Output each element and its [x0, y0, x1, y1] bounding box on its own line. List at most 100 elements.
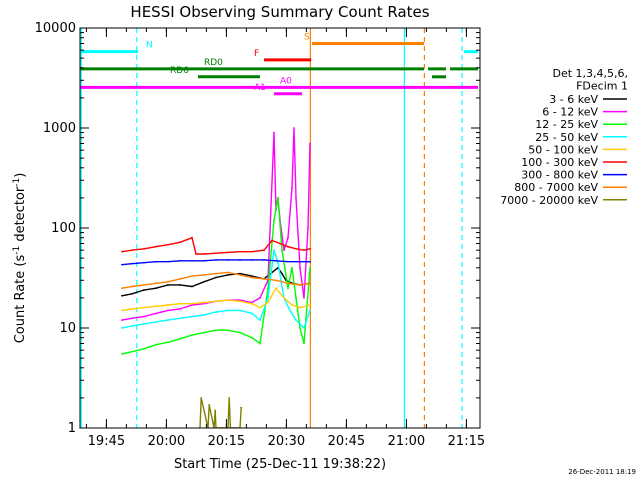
series-point-6-12-kev — [295, 196, 297, 199]
series-point-25-50-kev — [227, 309, 229, 312]
series-point-25-50-kev — [155, 321, 157, 323]
series-point-7000-20000-kev — [200, 396, 203, 399]
series-point-300-800-kev — [275, 259, 277, 262]
series-point-3-6-kev — [215, 276, 217, 279]
series-point-12-25-kev — [179, 337, 181, 340]
y-tick-label: 100 — [51, 221, 76, 236]
series-line-6-12-kev — [121, 127, 311, 321]
series-point-100-300-kev — [251, 250, 253, 253]
series-point-7000-20000-kev — [214, 409, 217, 412]
series-point-3-6-kev — [281, 272, 283, 275]
series-line-7000-20000-kev — [199, 397, 242, 428]
series-point-100-300-kev — [295, 247, 297, 250]
legend-label: 50 - 100 keV — [528, 143, 598, 156]
series-point-50-100-kev — [143, 306, 145, 309]
series-point-6-12-kev — [167, 309, 169, 312]
series-point-300-800-kev — [227, 258, 229, 261]
series-point-50-100-kev — [239, 300, 241, 303]
series-point-6-12-kev — [307, 227, 309, 229]
series-point-300-800-kev — [287, 260, 289, 263]
series-point-100-300-kev — [155, 245, 157, 248]
series-point-12-25-kev — [251, 336, 253, 339]
series-point-100-300-kev — [227, 251, 229, 254]
series-point-25-50-kev — [203, 314, 205, 316]
series-point-12-25-kev — [295, 296, 297, 299]
series-line-100-300-kev — [121, 236, 311, 255]
series-point-800-7000-kev — [275, 279, 277, 282]
series-point-7000-20000-kev — [228, 396, 231, 399]
series-point-50-100-kev — [121, 309, 123, 312]
series-point-6-12-kev — [131, 317, 133, 320]
series-point-6-12-kev — [291, 187, 293, 190]
series-point-100-300-kev — [167, 243, 169, 246]
flag-label-a1: A1 — [254, 83, 266, 93]
series-point-7000-20000-kev — [240, 406, 243, 409]
series-point-50-100-kev — [191, 302, 193, 305]
series-point-50-100-kev — [167, 304, 169, 306]
series-point-800-7000-kev — [155, 282, 157, 285]
series-point-300-800-kev — [179, 259, 181, 262]
series-point-800-7000-kev — [179, 277, 181, 280]
series-point-6-12-kev — [299, 266, 301, 269]
series-point-25-50-kev — [309, 309, 311, 312]
series-point-6-12-kev — [283, 249, 285, 252]
series-point-25-50-kev — [121, 327, 123, 329]
series-point-100-300-kev — [179, 241, 181, 244]
series-point-7000-20000-kev — [208, 404, 211, 406]
series-point-100-300-kev — [131, 249, 133, 252]
series-point-12-25-kev — [121, 353, 123, 355]
x-tick-label: 20:30 — [268, 434, 305, 449]
series-point-100-300-kev — [191, 236, 193, 239]
series-point-6-12-kev — [293, 127, 295, 129]
series-point-100-300-kev — [263, 249, 265, 252]
series-point-12-25-kev — [287, 287, 289, 290]
y-tick-label: 10000 — [35, 21, 76, 36]
x-tick-label: 21:15 — [448, 434, 485, 449]
y-axis-label: Count Rate (s-1 detector-1) — [12, 173, 28, 344]
series-point-25-50-kev — [273, 249, 275, 252]
series-point-300-800-kev — [309, 260, 311, 263]
y-tick-label: 1 — [68, 421, 76, 436]
series-point-25-50-kev — [215, 310, 217, 313]
chart-title: HESSI Observing Summary Count Rates — [130, 3, 429, 21]
series-group — [121, 127, 311, 428]
series-point-800-7000-kev — [227, 271, 229, 274]
series-point-12-25-kev — [291, 266, 293, 269]
plot-area: N S F RD0 RD6 A0 A1 1 10 100 1000 10000 19:45 20:00 20… — [35, 21, 485, 449]
series-point-3-6-kev — [167, 283, 169, 286]
series-point-6-12-kev — [191, 304, 193, 306]
series-point-25-50-kev — [277, 261, 279, 264]
series-point-100-300-kev — [309, 247, 311, 250]
legend-label: 100 - 300 keV — [521, 156, 598, 169]
series-point-12-25-kev — [191, 334, 193, 336]
legend-label: 800 - 7000 keV — [514, 181, 598, 194]
series-point-100-300-kev — [143, 247, 145, 250]
series-point-6-12-kev — [273, 131, 275, 134]
series-point-6-12-kev — [303, 296, 305, 299]
series-point-50-100-kev — [155, 305, 157, 308]
series-point-25-50-kev — [251, 312, 253, 315]
series-point-3-6-kev — [239, 272, 241, 275]
series-point-800-7000-kev — [239, 273, 241, 276]
series-point-12-25-kev — [309, 266, 311, 269]
series-point-300-800-kev — [131, 262, 133, 265]
series-point-50-100-kev — [203, 301, 205, 304]
series-point-3-6-kev — [227, 273, 229, 276]
series-point-12-25-kev — [227, 329, 229, 332]
series-point-12-25-kev — [239, 331, 241, 334]
series-point-800-7000-kev — [299, 283, 301, 286]
series-point-12-25-kev — [303, 342, 305, 345]
legend-header: FDecim 1 — [576, 80, 628, 93]
x-tick-label: 19:45 — [88, 434, 125, 449]
series-point-50-100-kev — [259, 306, 261, 309]
series-point-800-7000-kev — [309, 282, 311, 285]
series-point-3-6-kev — [191, 285, 193, 288]
series-point-25-50-kev — [191, 315, 193, 318]
timestamp: 26-Dec-2011 18:19 — [568, 468, 636, 476]
series-point-50-100-kev — [309, 304, 311, 306]
series-point-800-7000-kev — [251, 276, 253, 279]
x-tick-label: 21:00 — [388, 434, 425, 449]
series-point-12-25-kev — [215, 329, 217, 332]
